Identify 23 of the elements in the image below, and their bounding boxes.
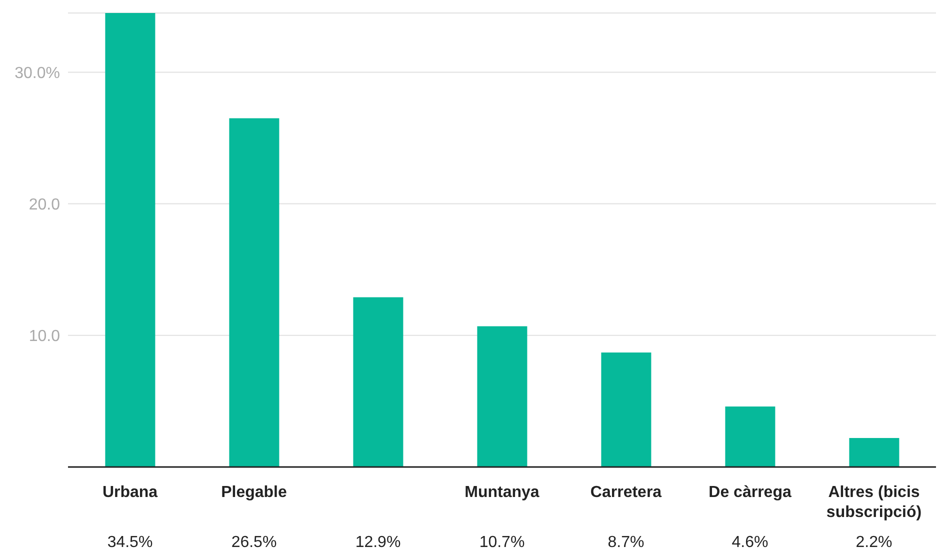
x-tick-label: De càrrega (708, 484, 792, 501)
x-tick-label: Carretera (590, 484, 662, 501)
y-tick-label: 20.0 (28, 196, 60, 214)
y-tick-label: 30.0% (14, 64, 60, 82)
data-label: 26.5% (231, 534, 277, 551)
bar (229, 118, 280, 467)
x-tick-label: Plegable (221, 484, 287, 501)
data-label: 8.7% (608, 534, 644, 551)
data-label: 2.2% (856, 534, 892, 551)
data-label: 10.7% (479, 534, 525, 551)
bar (353, 297, 404, 467)
bar (725, 406, 776, 467)
bar (105, 13, 156, 467)
data-label: 34.5% (107, 534, 153, 551)
data-label: 12.9% (355, 534, 401, 551)
bar (849, 438, 900, 467)
x-tick-label: Altres (bicis subscripció) (826, 484, 922, 521)
x-tick-label: Urbana (102, 484, 158, 501)
x-tick-label: Muntanya (464, 484, 540, 501)
data-label: 4.6% (732, 534, 768, 551)
bar (477, 326, 528, 467)
bar (601, 352, 652, 467)
y-tick-label: 10.0 (28, 328, 60, 346)
